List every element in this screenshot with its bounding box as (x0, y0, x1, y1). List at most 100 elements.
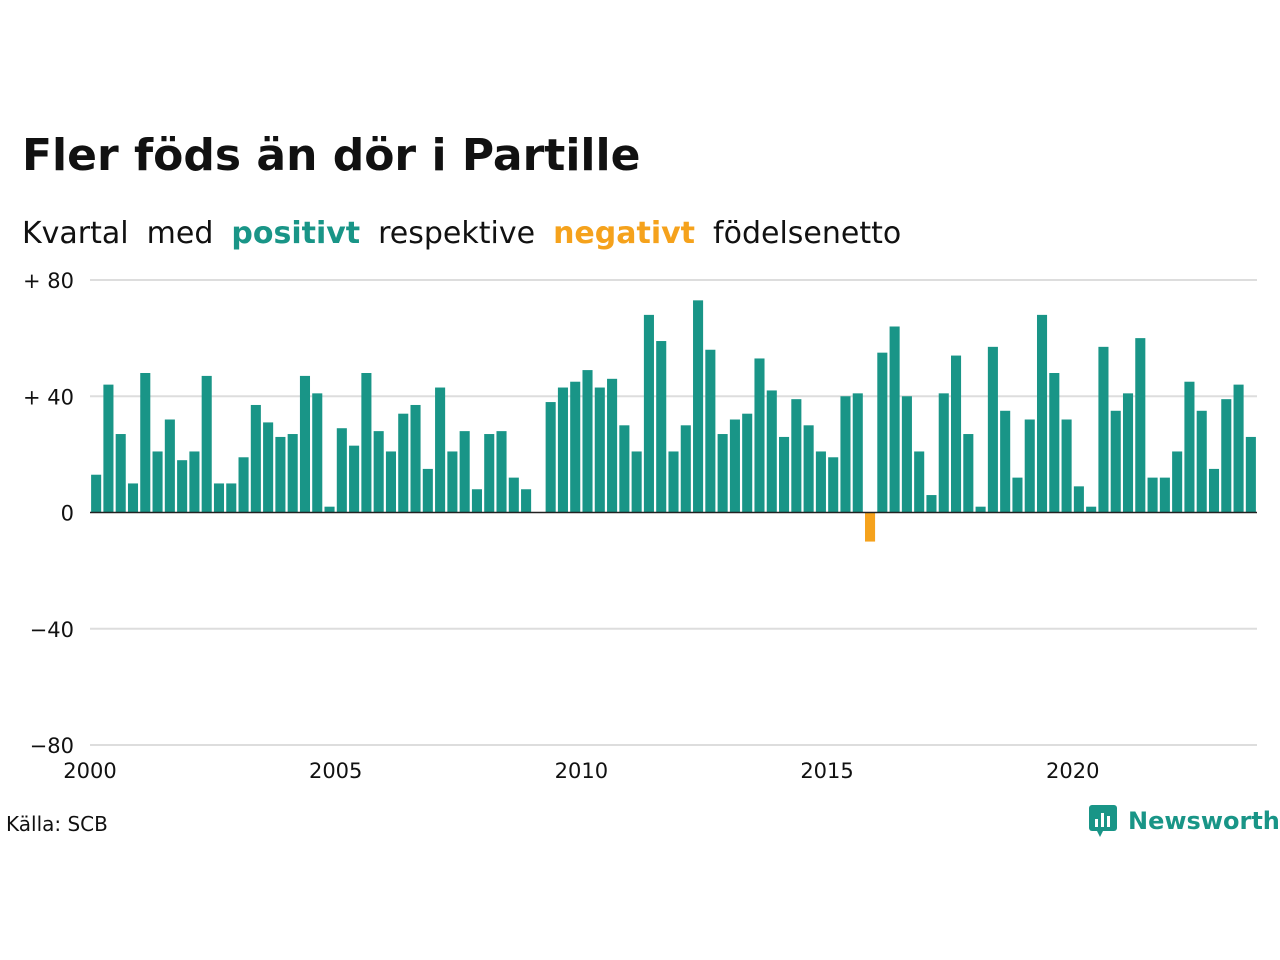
x-tick-label: 2020 (1046, 759, 1099, 783)
bar (852, 393, 863, 513)
bar (496, 431, 507, 513)
bar (1110, 410, 1121, 513)
subtitle-word: födelsenetto (713, 216, 902, 251)
bar (1024, 419, 1035, 513)
bar (226, 483, 237, 513)
bar (361, 373, 372, 513)
legend-negative-label: negativt (553, 216, 696, 251)
bar (91, 474, 102, 513)
bar (693, 300, 704, 513)
bar (594, 387, 605, 513)
bar (1208, 468, 1220, 513)
bar (1000, 410, 1011, 513)
bar (607, 378, 618, 513)
bar (840, 396, 851, 513)
bar (447, 451, 458, 513)
bar (312, 393, 323, 513)
bar (1245, 436, 1256, 513)
bar (865, 512, 876, 542)
bar (963, 434, 974, 513)
bar (287, 434, 298, 513)
bar (754, 358, 765, 513)
bar (1233, 384, 1244, 513)
subtitle-word: respektive (378, 216, 536, 251)
bar (521, 489, 532, 513)
bar (631, 451, 642, 513)
bar (471, 489, 482, 513)
bar (1098, 346, 1109, 513)
bar (508, 477, 519, 513)
x-tick-label: 2005 (309, 759, 362, 783)
bar (152, 451, 163, 513)
bar (680, 425, 691, 513)
newsworthy-logo-icon (1089, 805, 1117, 837)
bar (803, 425, 814, 513)
bar (201, 375, 212, 513)
bar (373, 431, 384, 513)
bar (238, 457, 249, 513)
bar (189, 451, 200, 513)
bar (1159, 477, 1170, 513)
bar (1135, 338, 1146, 513)
chart-subtitle: Kvartal med positivt respektive negativt föde… (22, 216, 919, 251)
bar (1147, 477, 1158, 513)
bar (656, 341, 667, 513)
bar (705, 349, 716, 513)
bar (987, 346, 998, 513)
bar (410, 404, 421, 513)
bar (643, 314, 654, 513)
bar (889, 326, 900, 513)
bar (422, 468, 433, 513)
bar (1012, 477, 1023, 513)
y-tick-label: −40 (30, 618, 74, 642)
bar (164, 419, 175, 513)
bar (1086, 506, 1097, 513)
y-tick-label: + 80 (23, 269, 74, 293)
x-tick-label: 2000 (63, 759, 116, 783)
bar (385, 451, 396, 513)
bar (717, 434, 728, 513)
subtitle-word: Kvartal (22, 216, 129, 251)
legend-positive-label: positivt (231, 216, 361, 251)
bar (742, 413, 753, 513)
bar (815, 451, 826, 513)
bar (1122, 393, 1134, 513)
bar (582, 370, 593, 513)
bar (545, 402, 556, 513)
bar (484, 434, 495, 513)
bar (115, 434, 126, 513)
bar (275, 436, 286, 513)
x-tick-label: 2015 (800, 759, 853, 783)
bar (1184, 381, 1195, 513)
y-tick-label: + 40 (23, 385, 74, 409)
brand-name: Newsworthy (1128, 807, 1280, 835)
bar (324, 506, 335, 513)
bar (766, 390, 777, 513)
bar (729, 419, 740, 513)
brand-logo: Newsworthy (1088, 804, 1280, 838)
bar (213, 483, 225, 513)
bar (828, 457, 839, 513)
y-tick-label: 0 (61, 502, 74, 526)
bar (975, 506, 986, 513)
bar (103, 384, 114, 513)
bar (1073, 486, 1084, 513)
bar (1172, 451, 1183, 513)
bar (1061, 419, 1072, 513)
subtitle-word: med (146, 216, 214, 251)
bar (299, 375, 311, 513)
bar (250, 404, 261, 513)
bar (398, 413, 409, 513)
bar (926, 495, 937, 513)
bar (877, 352, 888, 513)
bar (570, 381, 581, 513)
bar (459, 431, 470, 513)
bar (1036, 314, 1048, 513)
chart-title: Fler föds än dör i Partille (22, 130, 641, 181)
source-note: Källa: SCB (6, 812, 108, 836)
y-tick-label: −80 (30, 734, 74, 758)
bar (619, 425, 630, 513)
bar (938, 393, 949, 513)
bar (127, 483, 139, 513)
bar (951, 355, 962, 513)
